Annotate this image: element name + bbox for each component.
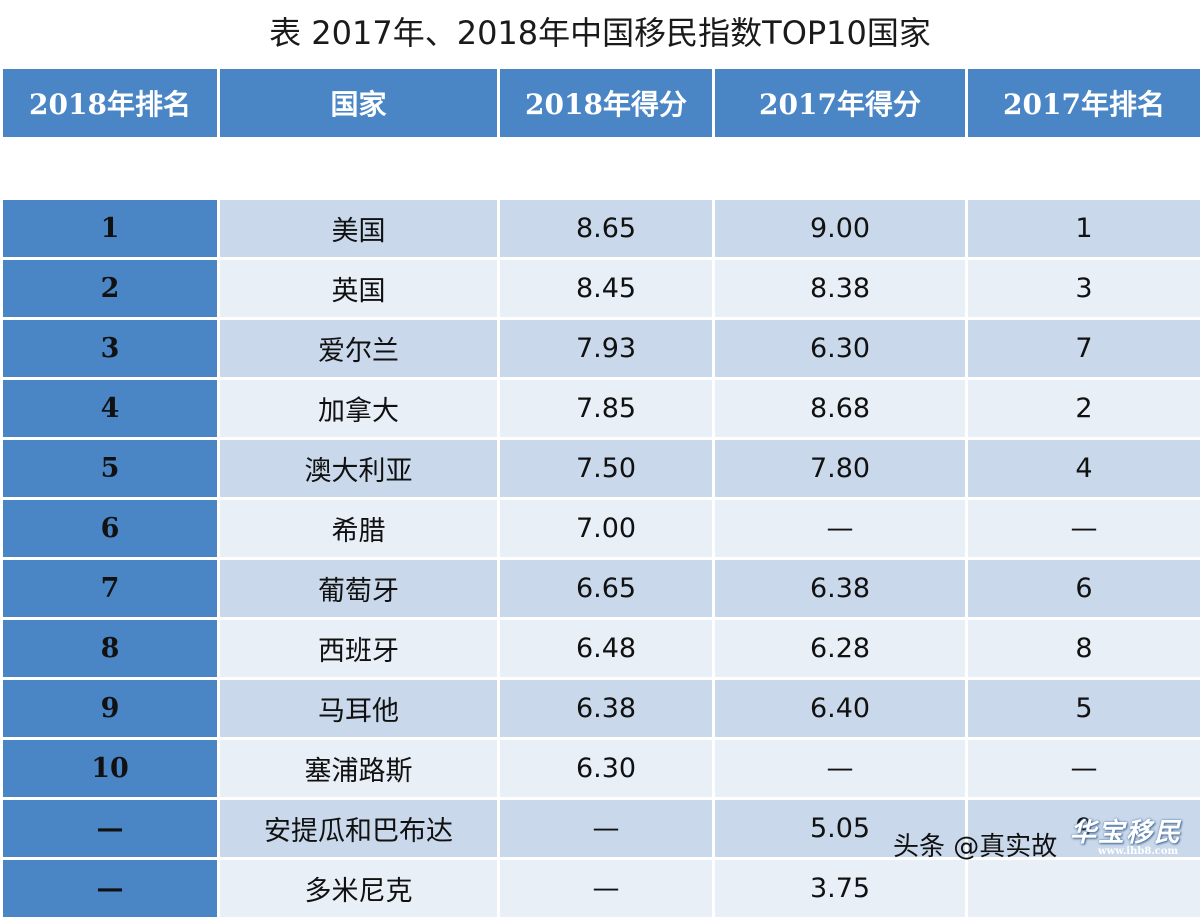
rank-2017-cell: 7	[968, 320, 1200, 377]
score-2018-cell: 6.30	[500, 740, 712, 797]
score-2017-cell: 5.05	[715, 800, 965, 857]
rank-2018-cell: 1	[3, 200, 217, 257]
brand-logo-url: www.ihb8.com	[1098, 846, 1179, 857]
country-cell: 加拿大	[220, 380, 497, 437]
country-cell: 安提瓜和巴布达	[220, 800, 497, 857]
score-2018-cell: —	[500, 860, 712, 917]
rank-2018-cell: 9	[3, 680, 217, 737]
table-row: 2 英国 8.45 8.38 3	[3, 260, 1200, 317]
table-row: 1 美国 8.65 9.00 1	[3, 200, 1200, 257]
table-row: 3 爱尔兰 7.93 6.30 7	[3, 320, 1200, 377]
table-row: 6 希腊 7.00 — —	[3, 500, 1200, 557]
score-2018-cell: 8.45	[500, 260, 712, 317]
rank-2018-cell: 5	[3, 440, 217, 497]
rank-2017-cell: —	[968, 500, 1200, 557]
table-row: — 安提瓜和巴布达 — 5.05 9	[3, 800, 1200, 857]
rank-2018-cell: 8	[3, 620, 217, 677]
rank-2017-cell: 4	[968, 440, 1200, 497]
rank-2017-cell: 2	[968, 380, 1200, 437]
score-2018-cell: 8.65	[500, 200, 712, 257]
rank-2018-cell: 2	[3, 260, 217, 317]
score-2018-cell: —	[500, 800, 712, 857]
score-2018-cell: 6.38	[500, 680, 712, 737]
rank-2017-cell: 1	[968, 200, 1200, 257]
score-2017-cell: 6.30	[715, 320, 965, 377]
rank-2018-cell: 4	[3, 380, 217, 437]
score-2017-cell: —	[715, 740, 965, 797]
table-row: 9 马耳他 6.38 6.40 5	[3, 680, 1200, 737]
score-2018-cell: 7.93	[500, 320, 712, 377]
rank-2017-cell: 6	[968, 560, 1200, 617]
table-row: — 多米尼克 — 3.75	[3, 860, 1200, 917]
score-2017-cell: 7.80	[715, 440, 965, 497]
brand-logo: 华宝移民 www.ihb8.com	[1070, 812, 1190, 860]
country-cell: 澳大利亚	[220, 440, 497, 497]
rank-2018-cell: 3	[3, 320, 217, 377]
ranking-table: 2018年排名 国家 2018年得分 2017年得分 2017年排名 1 美国 …	[0, 66, 1200, 920]
rank-2018-cell: 6	[3, 500, 217, 557]
score-2018-cell: 7.00	[500, 500, 712, 557]
country-cell: 塞浦路斯	[220, 740, 497, 797]
table-row: 5 澳大利亚 7.50 7.80 4	[3, 440, 1200, 497]
score-2018-cell: 7.85	[500, 380, 712, 437]
rank-2017-cell: —	[968, 740, 1200, 797]
country-cell: 西班牙	[220, 620, 497, 677]
country-cell: 美国	[220, 200, 497, 257]
score-2017-cell: 3.75	[715, 860, 965, 917]
rank-2017-cell: 8	[968, 620, 1200, 677]
score-2017-cell: 6.40	[715, 680, 965, 737]
country-cell: 英国	[220, 260, 497, 317]
rank-2018-cell: —	[3, 800, 217, 857]
watermark-text: 头条 @真实故	[893, 832, 1058, 862]
country-cell: 爱尔兰	[220, 320, 497, 377]
table-row: 10 塞浦路斯 6.30 — —	[3, 740, 1200, 797]
rank-2018-cell: 7	[3, 560, 217, 617]
country-cell: 马耳他	[220, 680, 497, 737]
brand-logo-text: 华宝移民	[1070, 818, 1183, 848]
column-header-score-2017: 2017年得分	[715, 69, 965, 137]
rank-2017-cell	[968, 860, 1200, 917]
table-row: 8 西班牙 6.48 6.28 8	[3, 620, 1200, 677]
country-cell: 希腊	[220, 500, 497, 557]
table-row: 7 葡萄牙 6.65 6.38 6	[3, 560, 1200, 617]
score-2017-cell: 6.28	[715, 620, 965, 677]
table-row: 4 加拿大 7.85 8.68 2	[3, 380, 1200, 437]
rank-2018-cell: —	[3, 860, 217, 917]
score-2018-cell: 7.50	[500, 440, 712, 497]
column-header-score-2018: 2018年得分	[500, 69, 712, 137]
score-2017-cell: 8.38	[715, 260, 965, 317]
score-2018-cell: 6.65	[500, 560, 712, 617]
score-2017-cell: 6.38	[715, 560, 965, 617]
rank-2017-cell: 5	[968, 680, 1200, 737]
table-title: 表 2017年、2018年中国移民指数TOP10国家	[269, 14, 931, 52]
rank-2017-cell: 3	[968, 260, 1200, 317]
rank-2018-cell: 10	[3, 740, 217, 797]
score-2017-cell: 9.00	[715, 200, 965, 257]
header-row: 2018年排名 国家 2018年得分 2017年得分 2017年排名	[3, 69, 1200, 137]
column-header-rank-2017: 2017年排名	[968, 69, 1200, 137]
country-cell: 葡萄牙	[220, 560, 497, 617]
country-cell: 多米尼克	[220, 860, 497, 917]
score-2017-cell: 8.68	[715, 380, 965, 437]
column-header-rank-2018: 2018年排名	[3, 69, 217, 137]
score-2017-cell: —	[715, 500, 965, 557]
column-header-country: 国家	[220, 69, 497, 137]
score-2018-cell: 6.48	[500, 620, 712, 677]
rank-2017-cell: 9	[968, 800, 1200, 857]
